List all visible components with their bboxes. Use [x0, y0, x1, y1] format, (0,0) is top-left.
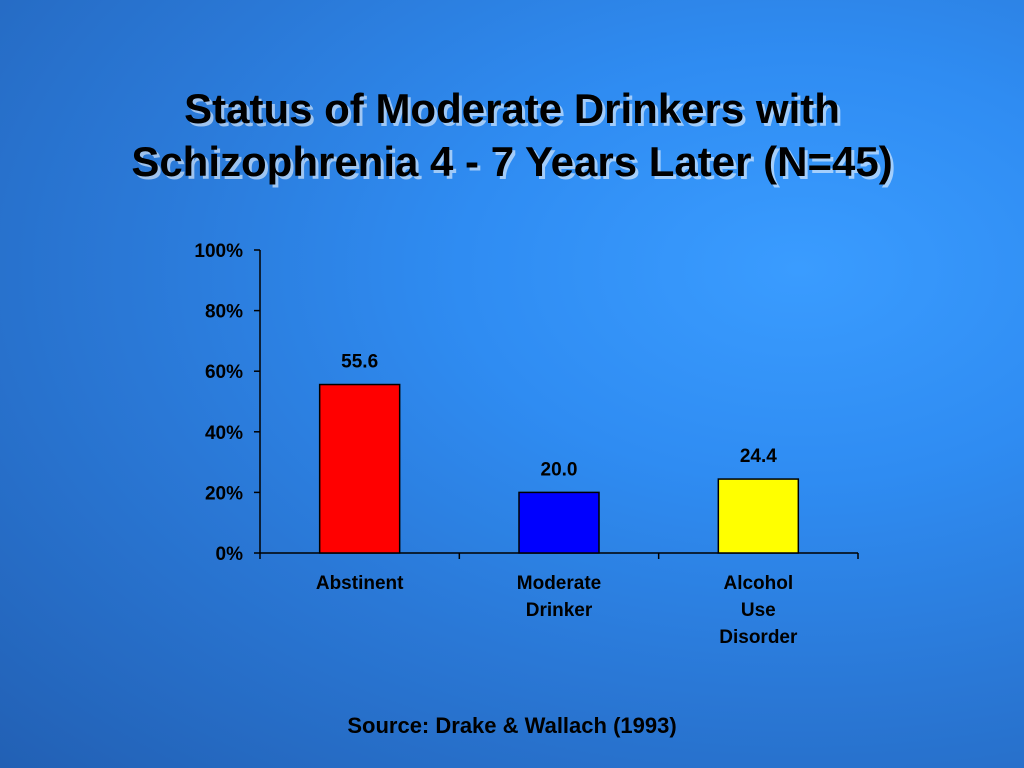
bar	[318, 383, 401, 554]
bar	[717, 478, 800, 554]
bar-value-label: 24.4	[740, 446, 777, 467]
x-category-label: Use	[741, 600, 776, 621]
y-tick-label: 20%	[205, 483, 243, 504]
bar-value-label: 55.6	[341, 352, 378, 373]
slide-title-line-1: Status of Moderate Drinkers with	[184, 85, 840, 132]
y-tick-label: 100%	[194, 241, 243, 262]
slide-title: Status of Moderate Drinkers with Schizop…	[0, 82, 1024, 188]
bar-value-label: 20.0	[541, 459, 578, 480]
bar	[518, 491, 600, 554]
y-tick-label: 60%	[205, 362, 243, 383]
source-citation: Source: Drake & Wallach (1993)	[347, 713, 677, 738]
x-category-label: Moderate	[517, 573, 601, 594]
y-tick-label: 40%	[205, 423, 243, 444]
x-category-label: Alcohol	[723, 573, 793, 594]
x-category-label: Abstinent	[316, 573, 404, 594]
x-category-label: Drinker	[526, 600, 593, 621]
y-tick-label: 0%	[216, 544, 244, 565]
x-category-label: Disorder	[719, 627, 798, 648]
y-tick-label: 80%	[205, 302, 243, 323]
slide-title-line-2: Schizophrenia 4 - 7 Years Later (N=45)	[131, 138, 893, 185]
